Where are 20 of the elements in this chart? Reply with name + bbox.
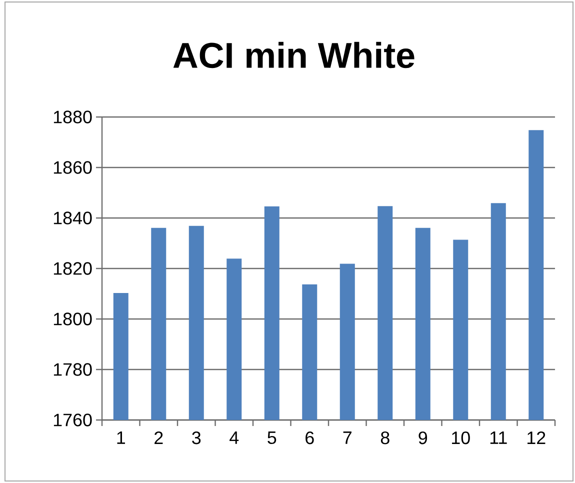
x-tick-label: 10 xyxy=(452,431,470,444)
y-tick-label: 1860 xyxy=(54,161,92,174)
y-tick-label: 1800 xyxy=(54,312,92,326)
x-tick-label: 4 xyxy=(230,432,239,444)
x-tick-label: 2 xyxy=(154,431,163,444)
x-tick-label: 1 xyxy=(117,432,125,444)
x-tick-label: 11 xyxy=(490,432,507,444)
chart-title: ACI min White xyxy=(173,42,414,68)
y-tick-label: 1820 xyxy=(54,262,92,275)
y-tick-label: 1880 xyxy=(54,110,92,124)
y-tick-label: 1780 xyxy=(54,363,92,376)
x-tick-label: 6 xyxy=(306,431,314,444)
x-tick-label: 7 xyxy=(343,432,352,444)
x-tick-label: 5 xyxy=(268,432,276,444)
x-tick-label: 9 xyxy=(418,431,428,444)
y-tick-label: 1760 xyxy=(54,414,92,426)
x-tick-label: 3 xyxy=(192,431,201,444)
x-tick-label: 12 xyxy=(528,431,546,444)
x-tick-label: 8 xyxy=(380,431,390,444)
y-tick-label: 1840 xyxy=(54,212,92,224)
